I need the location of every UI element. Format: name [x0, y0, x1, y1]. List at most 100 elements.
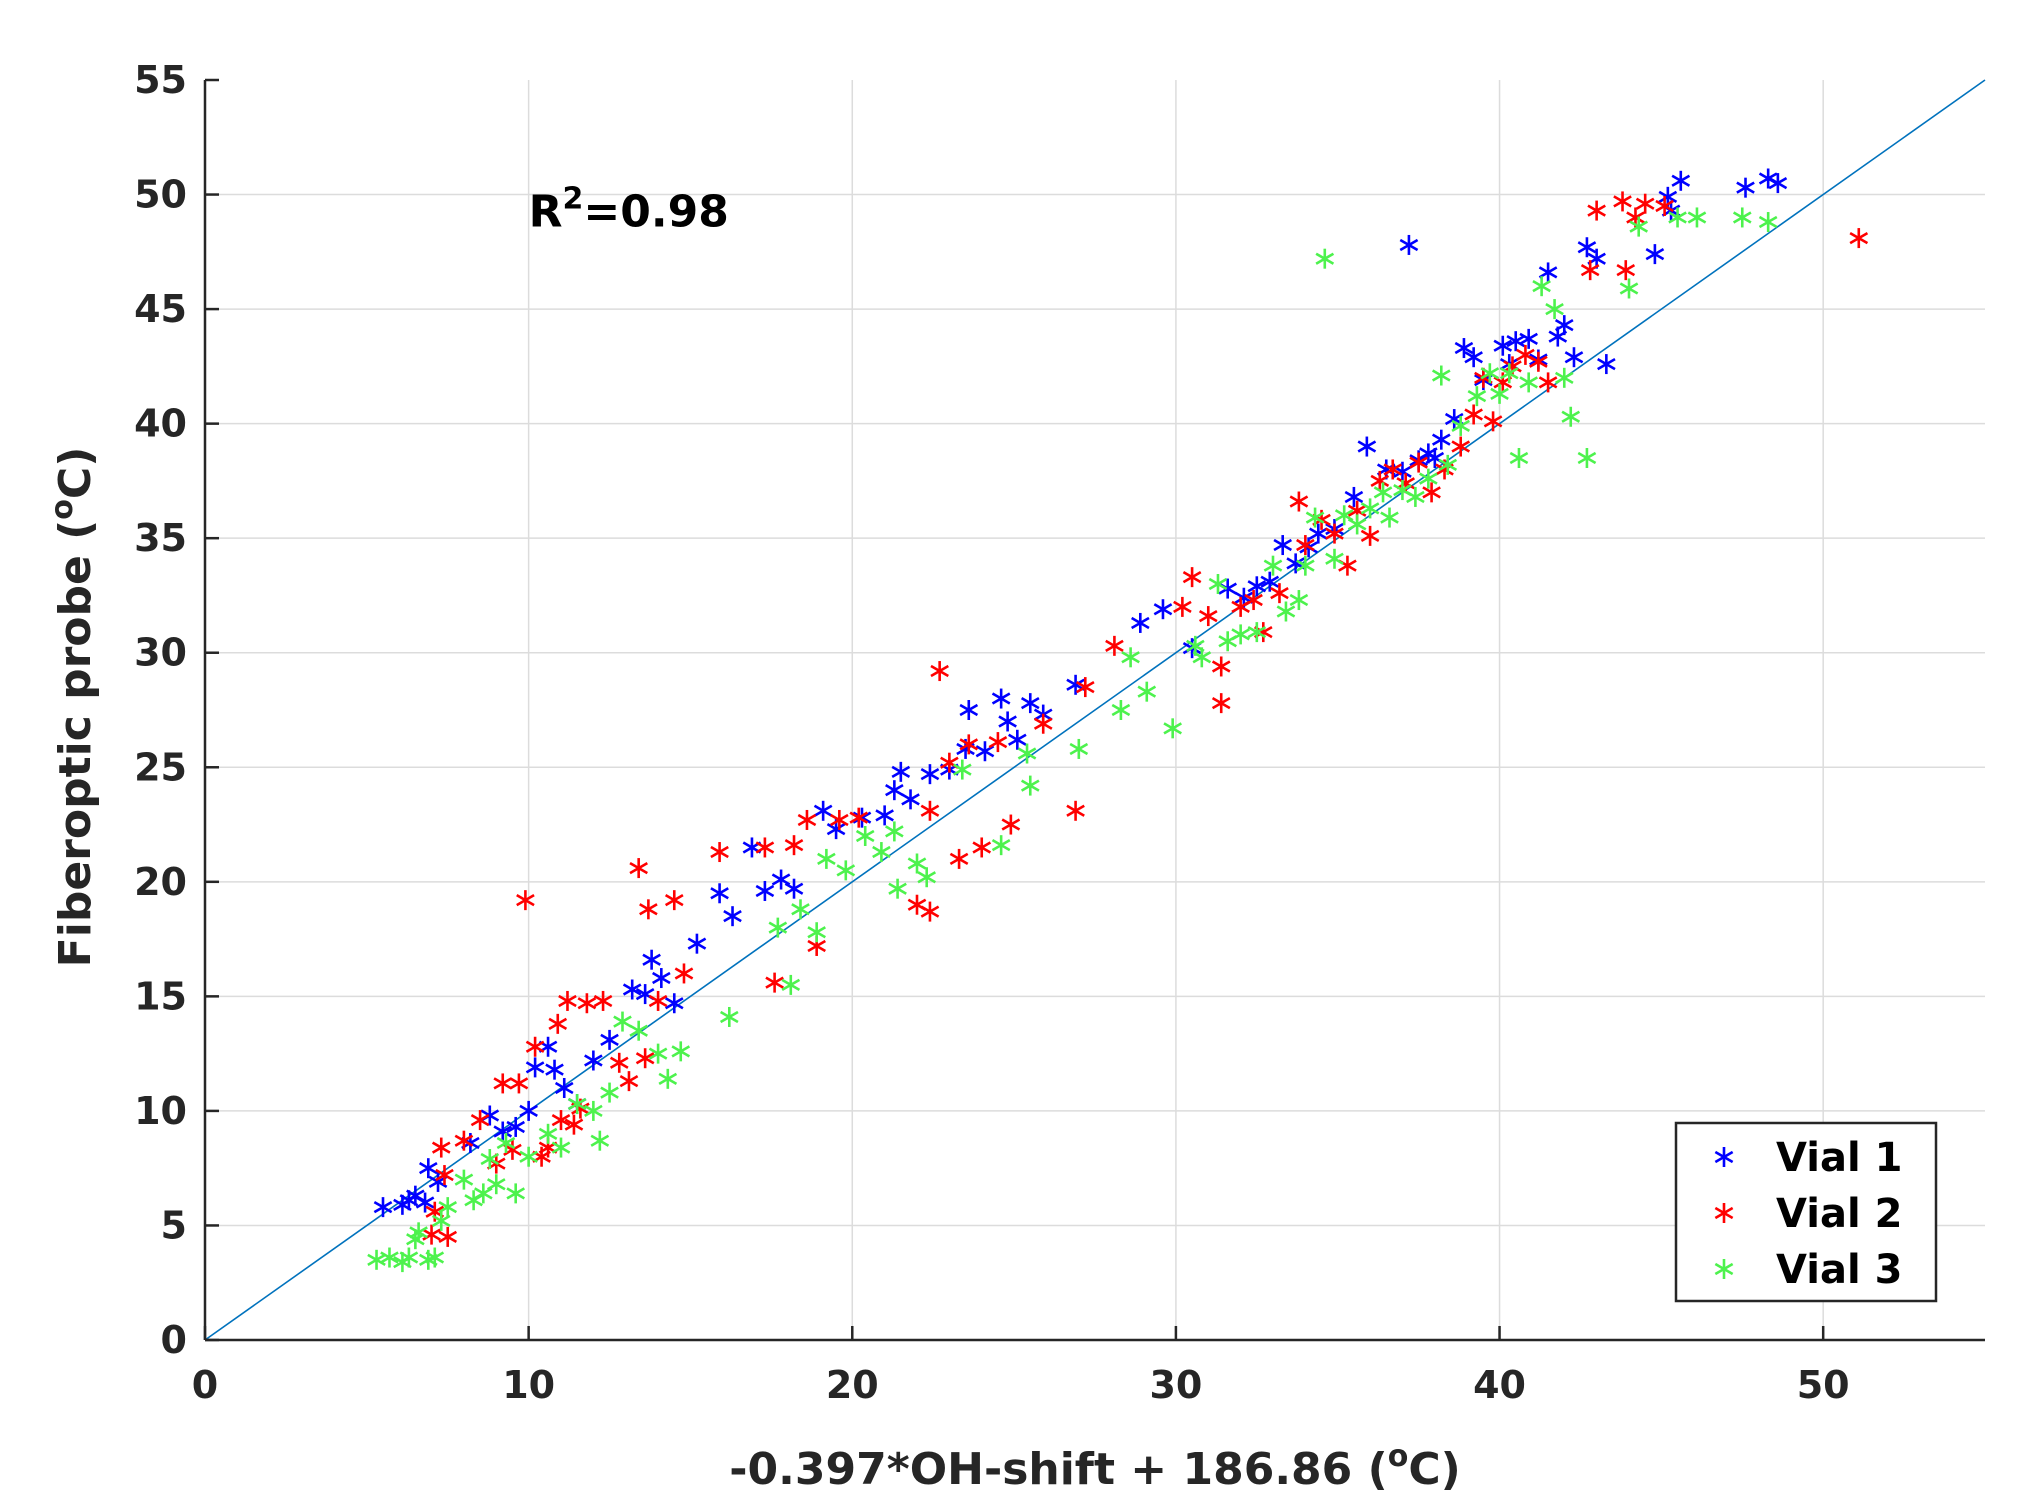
data-point: [1519, 328, 1538, 349]
data-point: [506, 1116, 526, 1137]
data-point: [849, 807, 869, 828]
data-point: [1554, 315, 1574, 336]
data-point: [648, 990, 668, 1011]
data-point: [1289, 491, 1309, 512]
data-point: [959, 700, 979, 720]
data-point: [609, 1052, 629, 1073]
data-point: [1105, 635, 1124, 656]
data-point: [1153, 599, 1173, 620]
data-point: [949, 848, 969, 869]
data-point: [907, 894, 927, 915]
y-tick-label: 45: [134, 287, 187, 331]
legend-label: Vial 3: [1776, 1247, 1902, 1293]
y-tick-label: 0: [161, 1318, 187, 1362]
data-point: [538, 1123, 558, 1144]
data-point: [538, 1036, 558, 1057]
data-point: [1451, 436, 1471, 457]
data-point: [710, 842, 729, 863]
data-point: [671, 1041, 691, 1062]
data-point: [1325, 548, 1344, 569]
x-tick-label: 10: [502, 1363, 555, 1407]
data-point: [380, 1247, 399, 1268]
data-point: [1561, 406, 1581, 427]
tick-labels: 0 10 20 30 40 50 0 5 10 15 20 25 30 35 40 45 50 55: [134, 58, 1850, 1407]
data-point: [435, 1165, 454, 1186]
data-point: [817, 848, 836, 869]
data-point: [1075, 677, 1095, 698]
data-point: [1849, 228, 1869, 249]
data-point: [629, 1020, 648, 1041]
data-point: [635, 1048, 655, 1069]
legend-marker: [1714, 1147, 1734, 1167]
data-point: [1577, 237, 1597, 258]
data-point: [1066, 800, 1085, 821]
axes: [203, 78, 1985, 1342]
data-point: [590, 1130, 610, 1151]
data-point: [784, 878, 804, 899]
data-point: [797, 809, 817, 830]
data-point: [1276, 601, 1296, 622]
data-point: [1483, 411, 1503, 432]
data-point: [1655, 196, 1674, 216]
data-point: [952, 759, 972, 780]
series-vial-1: [373, 168, 1788, 1218]
data-point: [1289, 590, 1309, 611]
data-point: [642, 949, 661, 970]
data-point: [1635, 193, 1655, 214]
data-point: [771, 869, 791, 890]
data-point: [920, 800, 940, 821]
data-point: [409, 1222, 428, 1243]
data-point: [998, 711, 1017, 732]
data-point: [431, 1137, 451, 1158]
data-point: [525, 1057, 545, 1078]
data-point: [584, 1050, 603, 1071]
data-point: [1480, 363, 1500, 384]
data-point: [1357, 436, 1377, 457]
legend-marker: [1714, 1259, 1734, 1279]
data-point: [1263, 555, 1283, 576]
x-tick-label: 0: [192, 1363, 218, 1407]
x-tick-label: 50: [1797, 1363, 1850, 1407]
data-point: [991, 688, 1011, 709]
data-point: [742, 837, 762, 858]
legend: Vial 1 Vial 2 Vial 3: [1674, 1121, 1938, 1303]
data-point: [486, 1174, 506, 1195]
data-point: [1509, 448, 1529, 468]
data-point: [493, 1073, 513, 1094]
data-point: [1396, 473, 1416, 494]
data-point: [1613, 191, 1632, 212]
data-point: [454, 1130, 474, 1151]
data-point: [1464, 404, 1483, 425]
data-point: [1687, 207, 1707, 228]
y-tick-label: 35: [134, 516, 187, 560]
data-point: [1296, 555, 1315, 576]
data-point: [1325, 523, 1344, 544]
data-point: [516, 890, 535, 911]
data-point: [1069, 738, 1089, 759]
data-point: [807, 922, 826, 943]
data-point: [1768, 173, 1788, 194]
data-point: [1597, 354, 1616, 375]
data-point: [1532, 276, 1551, 297]
data-point: [548, 1013, 568, 1034]
data-point: [1493, 335, 1513, 356]
data-point: [1380, 507, 1399, 528]
data-point: [1373, 482, 1393, 503]
y-tick-label: 55: [134, 58, 187, 102]
data-point: [1399, 234, 1419, 255]
data-point: [885, 780, 904, 801]
data-point: [1334, 505, 1354, 526]
series-vial-2: [422, 191, 1869, 1247]
data-point: [1406, 486, 1425, 507]
data-point: [519, 1146, 538, 1167]
data-point: [1431, 365, 1451, 386]
data-point: [1499, 363, 1519, 384]
data-point: [551, 1137, 571, 1158]
data-point: [1270, 583, 1289, 604]
data-point: [1464, 347, 1483, 368]
data-point: [1587, 200, 1606, 221]
data-point: [1305, 507, 1325, 528]
data-point: [431, 1210, 451, 1231]
data-point: [888, 878, 907, 899]
data-point: [1130, 612, 1150, 633]
